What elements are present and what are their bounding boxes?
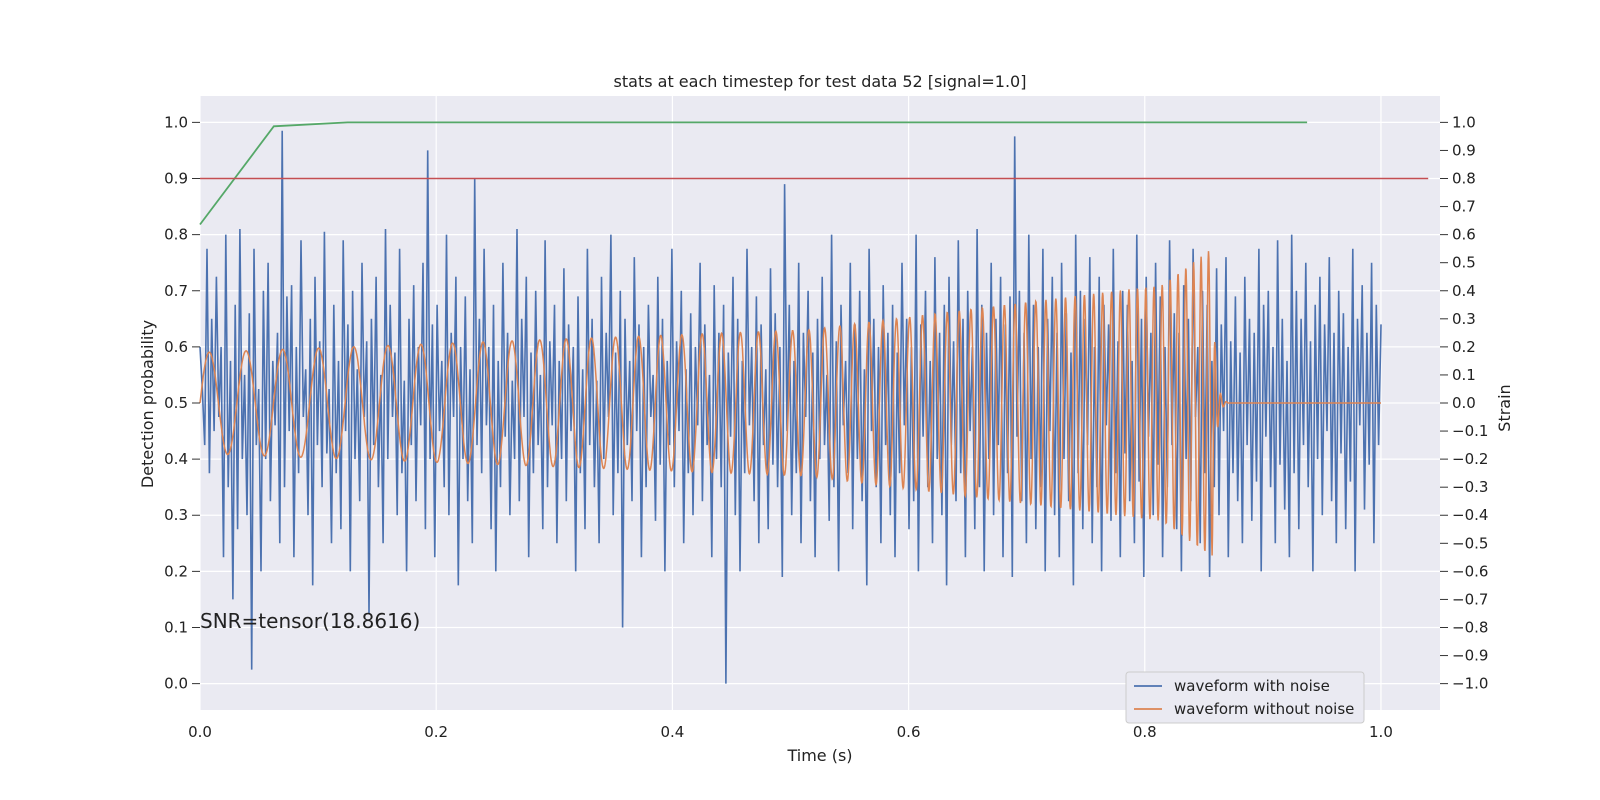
y2-tick-label: 0.2	[1452, 338, 1476, 356]
x-tick-label: 0.2	[424, 723, 448, 741]
y-tick-label: 0.1	[164, 618, 188, 636]
y2-tick-label: 0.7	[1452, 198, 1476, 216]
y2-tick-label: 0.4	[1452, 282, 1476, 300]
y2-tick-label: 0.5	[1452, 254, 1476, 272]
y2-tick-label: −1.0	[1452, 675, 1488, 693]
y-tick-label: 0.0	[164, 675, 188, 693]
y-tick-label: 1.0	[164, 113, 188, 131]
x-axis-label: Time (s)	[786, 746, 852, 765]
y2-tick-label: −0.1	[1452, 422, 1488, 440]
legend-label-clean: waveform without noise	[1174, 700, 1354, 718]
y2-tick-label: −0.9	[1452, 647, 1488, 665]
y2-tick-label: −0.3	[1452, 478, 1488, 496]
y2-tick-label: 1.0	[1452, 113, 1476, 131]
legend: waveform with noise waveform without noi…	[1125, 671, 1365, 724]
y2-tick-label: −0.2	[1452, 450, 1488, 468]
lines	[199, 121, 1429, 684]
x-tick-label: 1.0	[1369, 723, 1393, 741]
x-tick-label: 0.0	[188, 723, 212, 741]
snr-annotation: SNR=tensor(18.8616)	[200, 609, 420, 633]
y2-tick-label: 0.3	[1452, 310, 1476, 328]
legend-label-noisy: waveform with noise	[1174, 677, 1330, 695]
right-axis: −1.0 −0.9 −0.8 −0.7 −0.6 −0.5 −0.4 −0.3 −0.2 −0.1…	[1440, 113, 1488, 693]
y-axis-label: Detection probability	[138, 320, 157, 488]
series-detection-probability	[199, 121, 1308, 226]
y-tick-label: 0.4	[164, 450, 188, 468]
y-tick-label: 0.2	[164, 562, 188, 580]
legend-box	[1125, 671, 1365, 724]
y-tick-label: 0.8	[164, 226, 188, 244]
y2-tick-label: −0.4	[1452, 506, 1488, 524]
x-axis: 0.0 0.2 0.4 0.6 0.8 1.0	[188, 723, 1393, 741]
y2-tick-label: 0.8	[1452, 170, 1476, 188]
y2-tick-label: −0.6	[1452, 562, 1488, 580]
y-tick-label: 0.5	[164, 394, 188, 412]
x-tick-label: 0.6	[897, 723, 921, 741]
y2-tick-label: −0.5	[1452, 534, 1488, 552]
y-tick-label: 0.3	[164, 506, 188, 524]
y-tick-label: 0.7	[164, 282, 188, 300]
y2-tick-label: −0.7	[1452, 590, 1488, 608]
y2-tick-label: 0.0	[1452, 394, 1476, 412]
y2-axis-label: Strain	[1495, 384, 1514, 431]
y2-tick-label: 0.1	[1452, 366, 1476, 384]
y2-tick-label: 0.9	[1452, 141, 1476, 159]
chart-title: stats at each timestep for test data 52 …	[614, 72, 1027, 91]
series-waveform-without-noise	[199, 251, 1381, 556]
y2-tick-label: 0.6	[1452, 226, 1476, 244]
x-tick-label: 0.4	[660, 723, 684, 741]
y2-tick-label: −0.8	[1452, 618, 1488, 636]
left-axis: 0.0 0.1 0.2 0.3 0.4 0.5 0.6 0.7 0.8 0.9 1.0	[164, 113, 200, 693]
y-tick-label: 0.6	[164, 338, 188, 356]
y-tick-label: 0.9	[164, 170, 188, 188]
x-tick-label: 0.8	[1133, 723, 1157, 741]
